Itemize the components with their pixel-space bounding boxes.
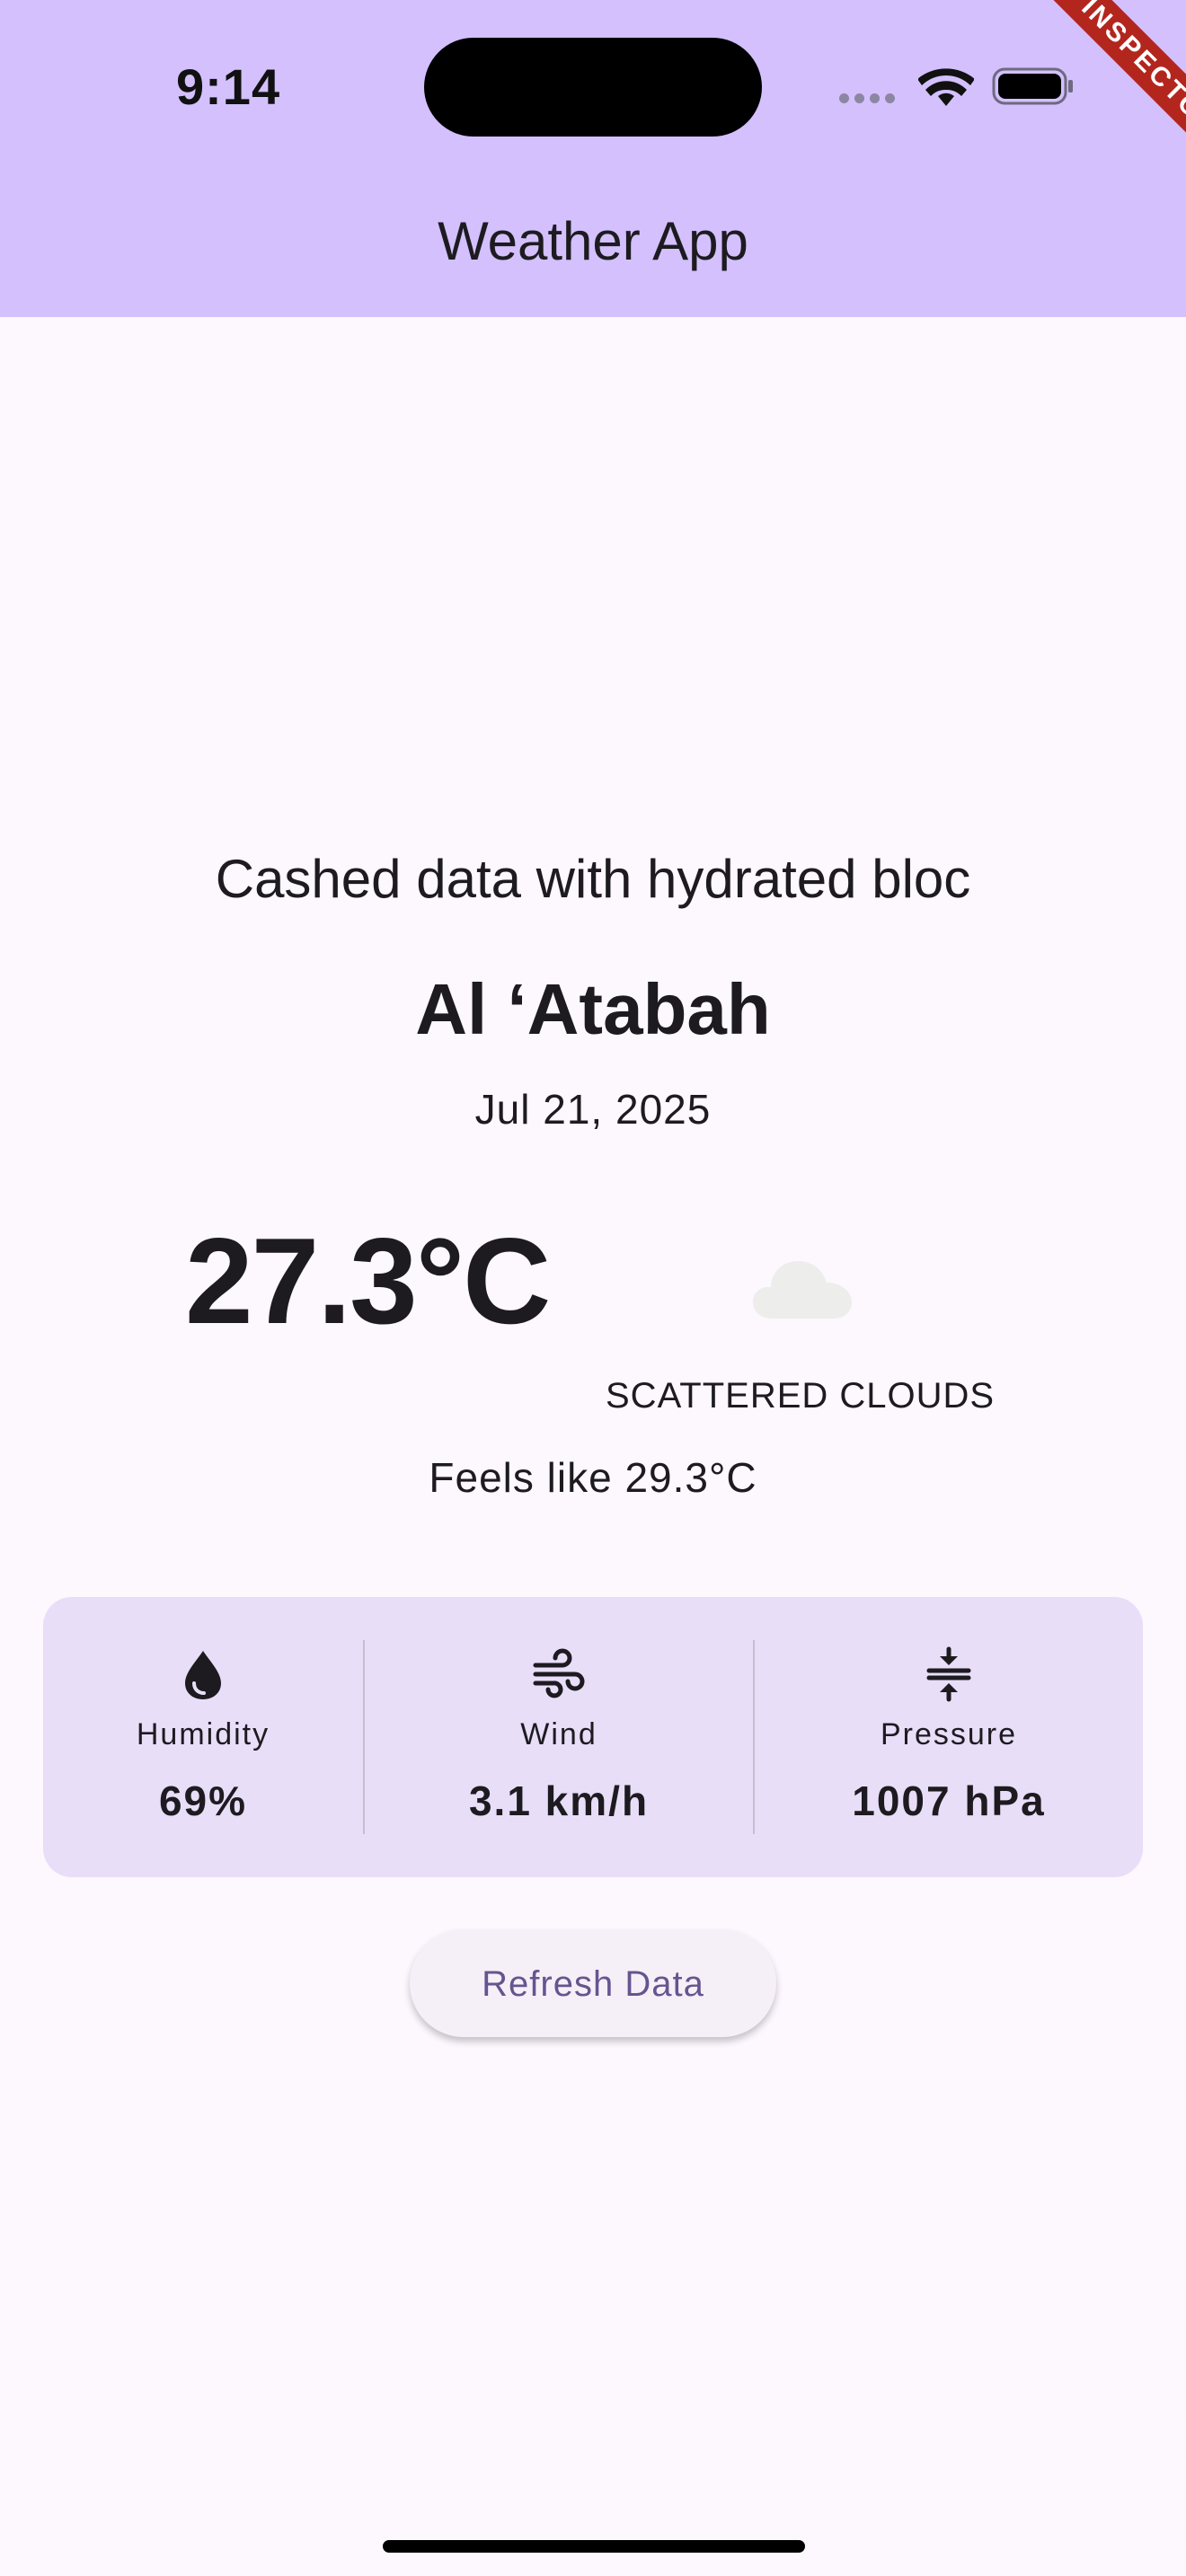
cache-subtitle: Cashed data with hydrated bloc bbox=[215, 849, 971, 909]
detail-wind: Wind 3.1 km/h bbox=[365, 1597, 753, 1877]
status-time: 9:14 bbox=[176, 58, 281, 115]
signal-icon bbox=[839, 93, 895, 103]
dynamic-island bbox=[424, 38, 762, 137]
weather-condition: SCATTERED CLOUDS bbox=[606, 1376, 996, 1416]
cloud-icon bbox=[753, 1261, 852, 1319]
detail-label: Wind bbox=[520, 1717, 597, 1751]
wind-icon bbox=[533, 1648, 585, 1698]
detail-humidity: Humidity 69% bbox=[43, 1597, 363, 1877]
refresh-data-button[interactable]: Refresh Data bbox=[410, 1929, 776, 2037]
feels-like: Feels like 29.3°C bbox=[429, 1454, 757, 1501]
city-name: Al ‘Atabah bbox=[415, 969, 771, 1049]
detail-value: 1007 hPa bbox=[852, 1778, 1046, 1824]
detail-pressure: Pressure 1007 hPa bbox=[755, 1597, 1143, 1877]
detail-value: 3.1 km/h bbox=[468, 1778, 650, 1824]
battery-icon bbox=[992, 67, 1073, 105]
detail-label: Pressure bbox=[880, 1717, 1018, 1751]
detail-divider bbox=[363, 1640, 365, 1834]
temperature: 27.3°C bbox=[185, 1213, 551, 1349]
detail-divider bbox=[753, 1640, 755, 1834]
page-title: Weather App bbox=[438, 211, 748, 271]
wifi-icon bbox=[918, 68, 974, 106]
water-drop-icon bbox=[185, 1651, 221, 1699]
detail-label: Humidity bbox=[136, 1717, 270, 1751]
app-header: 9:14 INSPECTOR Weather App bbox=[0, 0, 1186, 317]
detail-value: 69% bbox=[158, 1778, 248, 1824]
pressure-icon bbox=[926, 1646, 971, 1702]
weather-details-card: Humidity 69% Wind 3.1 km/h Pressure 1007… bbox=[43, 1597, 1143, 1877]
home-indicator[interactable] bbox=[383, 2540, 805, 2553]
weather-date: Jul 21, 2025 bbox=[474, 1086, 712, 1133]
